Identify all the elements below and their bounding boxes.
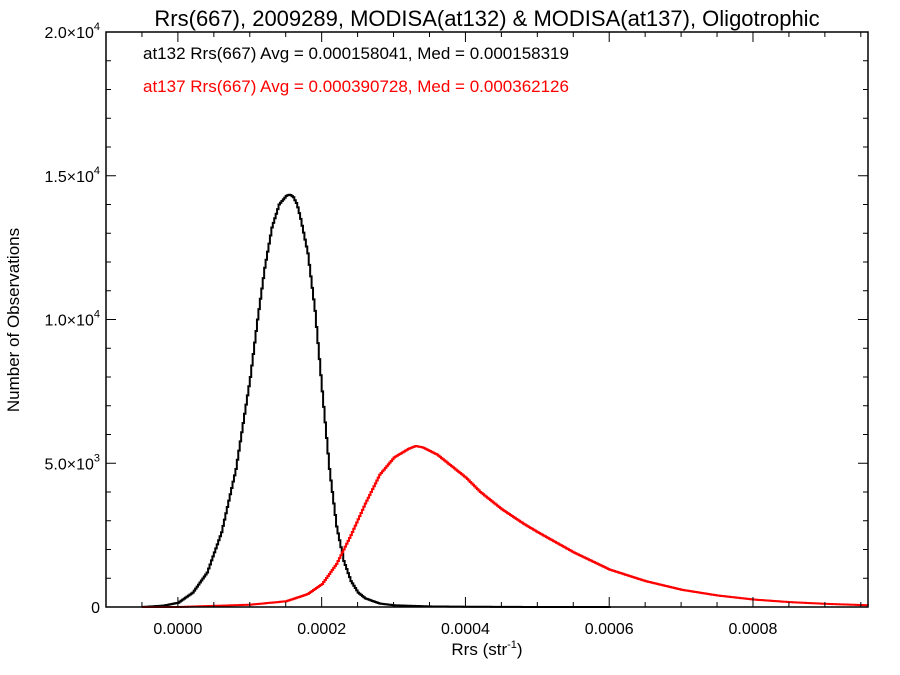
annotation-at132: at132 Rrs(667) Avg = 0.000158041, Med = … xyxy=(143,44,569,63)
x-axis-label: Rrs (str-1) xyxy=(451,639,522,659)
y-axis-label: Number of Observations xyxy=(4,228,23,412)
x-tick-label: 0.0002 xyxy=(297,621,346,638)
x-axis: 0.0000 0.0002 0.0004 0.0006 0.0008 xyxy=(105,32,862,638)
y-tick-label: 2.0×104 xyxy=(44,21,100,42)
svg-text:Rrs (str-1): Rrs (str-1) xyxy=(451,639,522,659)
plot-frame xyxy=(105,31,869,608)
y-tick-label: 5.0×103 xyxy=(44,452,100,473)
x-tick-label: 0.0004 xyxy=(441,621,490,638)
x-axis-label-text: Rrs (str xyxy=(451,640,507,659)
series-at132-line xyxy=(141,193,611,608)
x-tick-label: 0.0006 xyxy=(585,621,634,638)
x-tick-label: 0.0000 xyxy=(153,621,202,638)
annotation-at137: at137 Rrs(667) Avg = 0.000390728, Med = … xyxy=(143,77,569,96)
plot-area xyxy=(141,193,869,608)
x-axis-label-superscript: -1 xyxy=(507,639,517,651)
y-tick-label: 0 xyxy=(91,600,100,617)
y-tick-label: 1.0×104 xyxy=(44,309,100,330)
y-axis: 0 5.0×103 1.0×104 1.5×104 2.0×104 xyxy=(44,21,868,617)
y-tick-label: 1.5×104 xyxy=(44,165,100,186)
chart-title: Rrs(667), 2009289, MODISA(at132) & MODIS… xyxy=(154,6,819,31)
x-tick-label: 0.0008 xyxy=(729,621,778,638)
x-axis-label-close: ) xyxy=(517,640,523,659)
series-at137-line xyxy=(141,445,869,608)
